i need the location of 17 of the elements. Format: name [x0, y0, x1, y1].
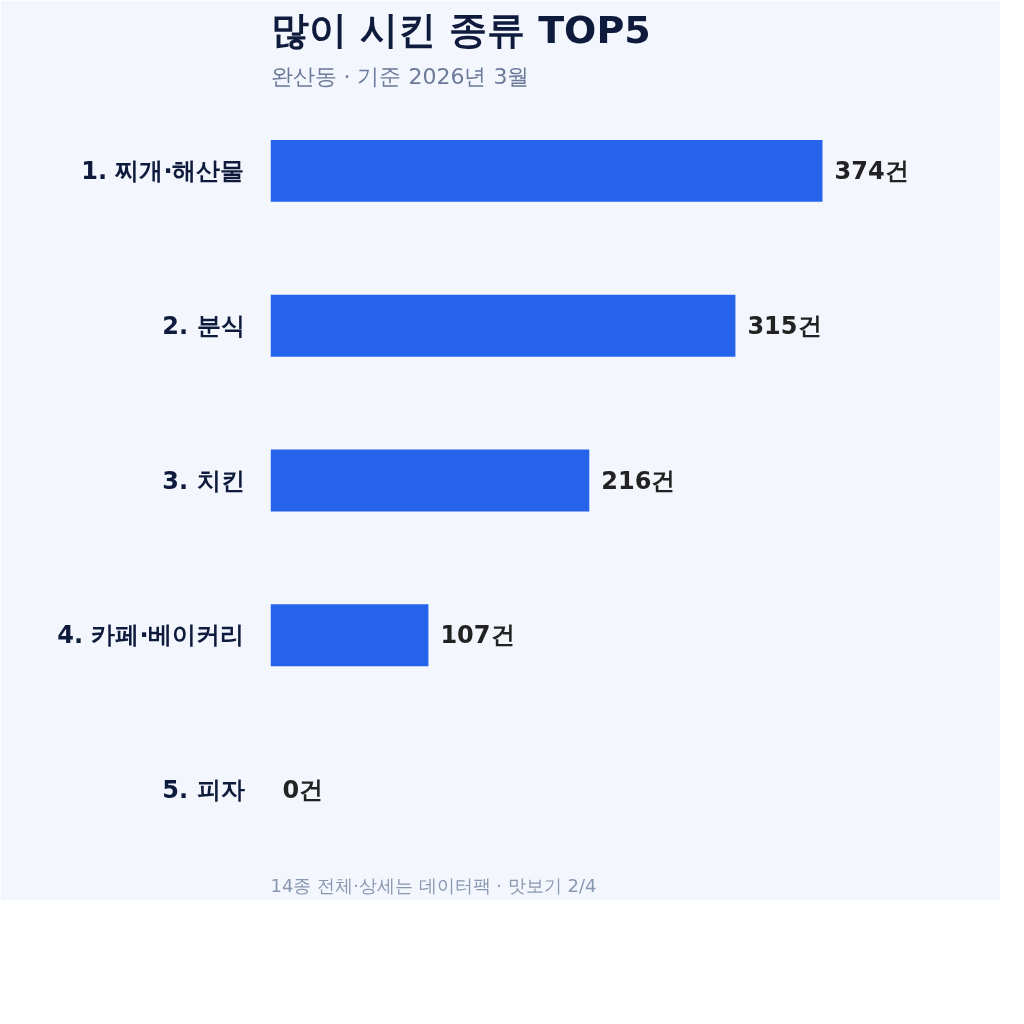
- chart-title: 많이 시킨 종류 TOP5: [270, 7, 651, 52]
- y-tick-label: 2. 분식: [162, 311, 245, 340]
- data-label: 107건: [440, 621, 515, 650]
- y-tick-label: 3. 치킨: [162, 466, 245, 495]
- bar: [270, 294, 736, 357]
- bar: [270, 449, 590, 512]
- chart-subtitle: 완산동 · 기준 2026년 3월: [270, 63, 530, 89]
- data-label: 374건: [834, 156, 909, 185]
- data-label: 0건: [282, 776, 324, 805]
- y-tick-label: 1. 찌개·해산물: [81, 156, 245, 185]
- text: 14종 전체·상세는 데이터팩 · 맛보기 2/4: [270, 874, 597, 896]
- bar: [270, 604, 429, 667]
- bar: [270, 139, 823, 202]
- y-tick-label: 4. 카페·베이커리: [57, 621, 245, 650]
- y-tick-label: 5. 피자: [162, 776, 245, 805]
- data-label: 315건: [747, 311, 822, 340]
- data-label: 216건: [601, 466, 676, 495]
